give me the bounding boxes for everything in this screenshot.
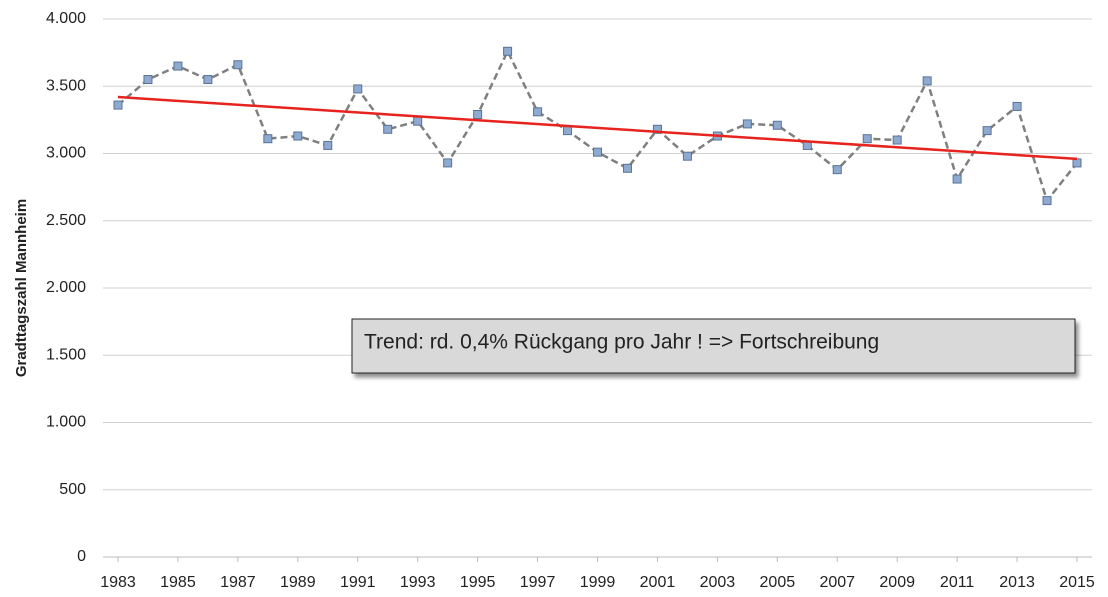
data-point <box>143 75 153 85</box>
x-tick-label: 1991 <box>340 574 376 591</box>
x-tick-label: 2005 <box>760 574 796 591</box>
x-tick-label: 2007 <box>819 574 855 591</box>
data-point <box>593 147 602 157</box>
y-axis-label: Gradttagszahl Mannheim <box>13 199 30 377</box>
trend-line <box>117 95 1078 161</box>
data-point <box>1042 196 1052 206</box>
y-tick-label: 2.000 <box>46 279 86 296</box>
data-point <box>832 165 842 175</box>
x-tick-label: 1997 <box>520 574 556 591</box>
data-point <box>982 126 992 136</box>
y-tick-label: 1.000 <box>46 414 86 431</box>
y-tick-label: 0 <box>77 548 86 565</box>
annotation: Trend: rd. 0,4% Rückgang pro Jahr ! => F… <box>364 331 879 354</box>
x-tick-label: 2001 <box>640 574 676 591</box>
data-point <box>772 120 782 130</box>
x-tick-label: 2009 <box>879 574 915 591</box>
data-point <box>173 61 183 71</box>
y-tick-label: 3.500 <box>46 77 86 94</box>
data-point <box>353 84 363 94</box>
data-point <box>233 60 243 70</box>
data-point <box>323 140 333 150</box>
y-tick-label: 1.500 <box>46 346 86 363</box>
data-point <box>533 107 543 117</box>
x-tick-label: 2015 <box>1059 574 1095 591</box>
data-point <box>1012 101 1022 111</box>
data-point <box>413 116 423 126</box>
x-tick-label: 1983 <box>100 574 136 591</box>
data-point <box>742 119 752 129</box>
data-point <box>952 174 962 184</box>
data-point <box>473 109 483 119</box>
x-tick-label: 1999 <box>580 574 616 591</box>
x-tick-label: 1989 <box>280 574 316 591</box>
data-point <box>383 124 393 134</box>
data-point <box>922 76 932 86</box>
data-point <box>563 126 573 136</box>
y-tick-label: 2.500 <box>46 212 86 229</box>
x-tick-label: 2013 <box>999 574 1035 591</box>
data-point <box>263 134 273 144</box>
y-tick-label: 4.000 <box>46 10 86 27</box>
x-tick-label: 1993 <box>400 574 436 591</box>
x-tick-label: 2011 <box>940 574 975 591</box>
data-point <box>203 75 213 85</box>
data-point <box>443 158 453 168</box>
y-tick-label: 3.000 <box>46 145 86 162</box>
x-tick-label: 1985 <box>160 574 196 591</box>
y-tick-label: 500 <box>59 481 86 498</box>
data-point <box>113 100 123 110</box>
x-tick-label: 2003 <box>700 574 736 591</box>
data-point <box>892 135 902 145</box>
data-point <box>293 131 303 141</box>
data-point <box>1072 158 1082 168</box>
data-point <box>682 151 692 161</box>
data-point <box>862 134 872 144</box>
x-tick-label: 1987 <box>220 574 256 591</box>
data-point <box>503 46 513 56</box>
data-line <box>117 48 1078 204</box>
annotation-box <box>351 318 1076 374</box>
data-point <box>652 124 662 134</box>
x-tick-label: 1995 <box>460 574 496 591</box>
data-point <box>622 163 632 173</box>
